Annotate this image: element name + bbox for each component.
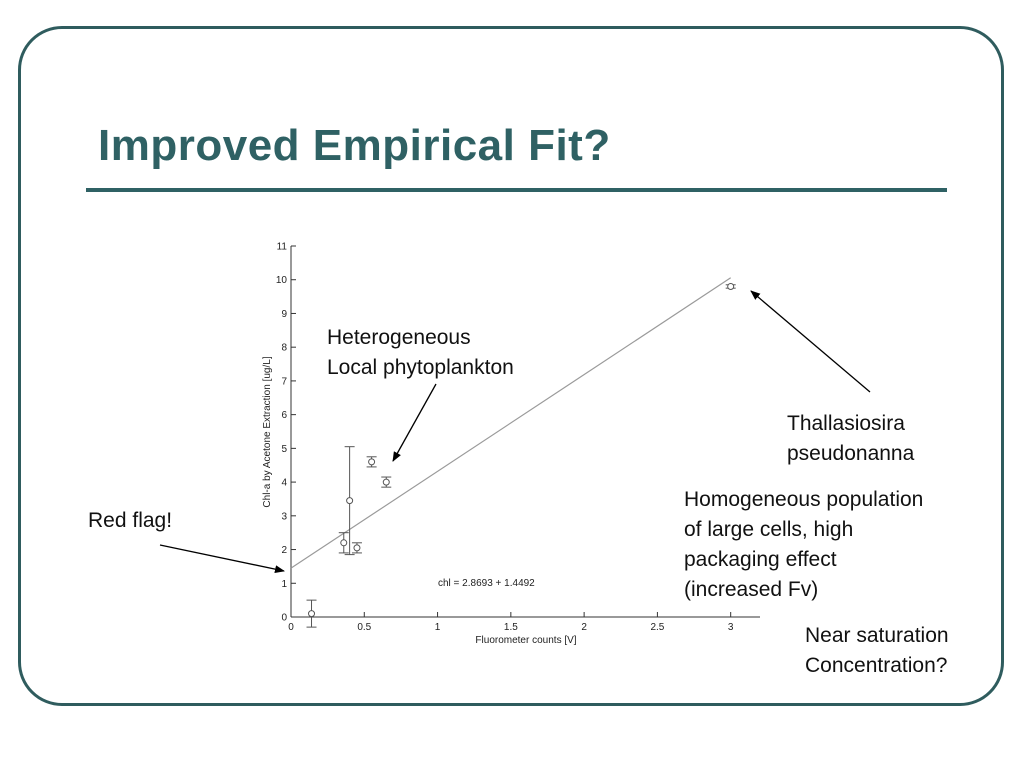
y-tick-label: 3 bbox=[281, 511, 287, 522]
annotation-saturation: Near saturation Concentration? bbox=[805, 621, 949, 681]
annotation-line: packaging effect bbox=[684, 548, 837, 571]
annotation-line: Local phytoplankton bbox=[327, 356, 514, 379]
slide-title: Improved Empirical Fit? bbox=[98, 121, 611, 170]
data-point bbox=[308, 610, 316, 618]
y-tick-label: 9 bbox=[281, 309, 287, 320]
y-tick-label: 6 bbox=[281, 410, 287, 421]
y-axis-label: Chl-a by Acetone Extraction [ug/L] bbox=[262, 356, 273, 507]
annotation-line: Heterogeneous bbox=[327, 326, 471, 349]
y-tick-label: 5 bbox=[281, 444, 287, 455]
annotation-line: Thallasiosira bbox=[787, 412, 905, 435]
x-tick-label: 1 bbox=[435, 622, 441, 633]
y-tick-label: 8 bbox=[281, 343, 287, 354]
y-tick-label: 4 bbox=[281, 478, 287, 489]
arrow-thallasiosira bbox=[750, 290, 871, 393]
x-tick-label: 2.5 bbox=[650, 622, 664, 633]
x-tick-label: 0 bbox=[288, 622, 294, 633]
data-point bbox=[346, 497, 354, 505]
data-point bbox=[382, 478, 390, 486]
annotation-line: of large cells, high bbox=[684, 518, 854, 541]
y-tick-label: 7 bbox=[281, 376, 287, 387]
y-tick-label: 10 bbox=[276, 275, 288, 286]
annotation-line: pseudonanna bbox=[787, 442, 915, 465]
x-tick-label: 3 bbox=[728, 622, 734, 633]
annotation-line: Near saturation bbox=[805, 624, 949, 647]
slide-frame bbox=[18, 26, 1004, 706]
annotation-line: Concentration? bbox=[805, 654, 948, 677]
data-point bbox=[340, 539, 348, 547]
data-point bbox=[353, 544, 361, 552]
plot-marks bbox=[290, 277, 736, 628]
data-point bbox=[727, 282, 735, 290]
x-tick-label: 2 bbox=[581, 622, 587, 633]
annotation-line: Homogeneous population bbox=[684, 488, 924, 511]
x-tick-label: 1.5 bbox=[504, 622, 518, 633]
x-tick-label: 0.5 bbox=[357, 622, 371, 633]
fit-line bbox=[290, 277, 732, 569]
plot-axes: 0 1 2 3 4 5 6 7 8 9 10 11 0 0.5 1 1.5 2 2.5 3 bbox=[276, 242, 760, 633]
fit-equation-label: chl = 2.8693 + 1.4492 bbox=[438, 578, 535, 589]
annotation-homogeneous: Homogeneous population of large cells, h… bbox=[684, 485, 923, 605]
y-tick-label: 11 bbox=[277, 242, 288, 253]
annotation-line: (increased Fv) bbox=[684, 578, 819, 601]
annotation-red-flag: Red flag! bbox=[88, 509, 173, 532]
annotation-thallasiosira: Thallasiosira pseudonanna bbox=[787, 409, 914, 469]
arrow-heterogeneous bbox=[392, 383, 437, 462]
title-underline bbox=[86, 188, 947, 192]
arrow-red-flag bbox=[159, 544, 285, 574]
x-axis-label: Fluorometer counts [V] bbox=[475, 635, 576, 646]
data-point bbox=[368, 458, 376, 466]
y-tick-label: 2 bbox=[281, 545, 287, 556]
annotation-heterogeneous: Heterogeneous Local phytoplankton bbox=[327, 323, 514, 383]
y-tick-label: 1 bbox=[281, 579, 287, 590]
y-tick-label: 0 bbox=[281, 613, 287, 624]
